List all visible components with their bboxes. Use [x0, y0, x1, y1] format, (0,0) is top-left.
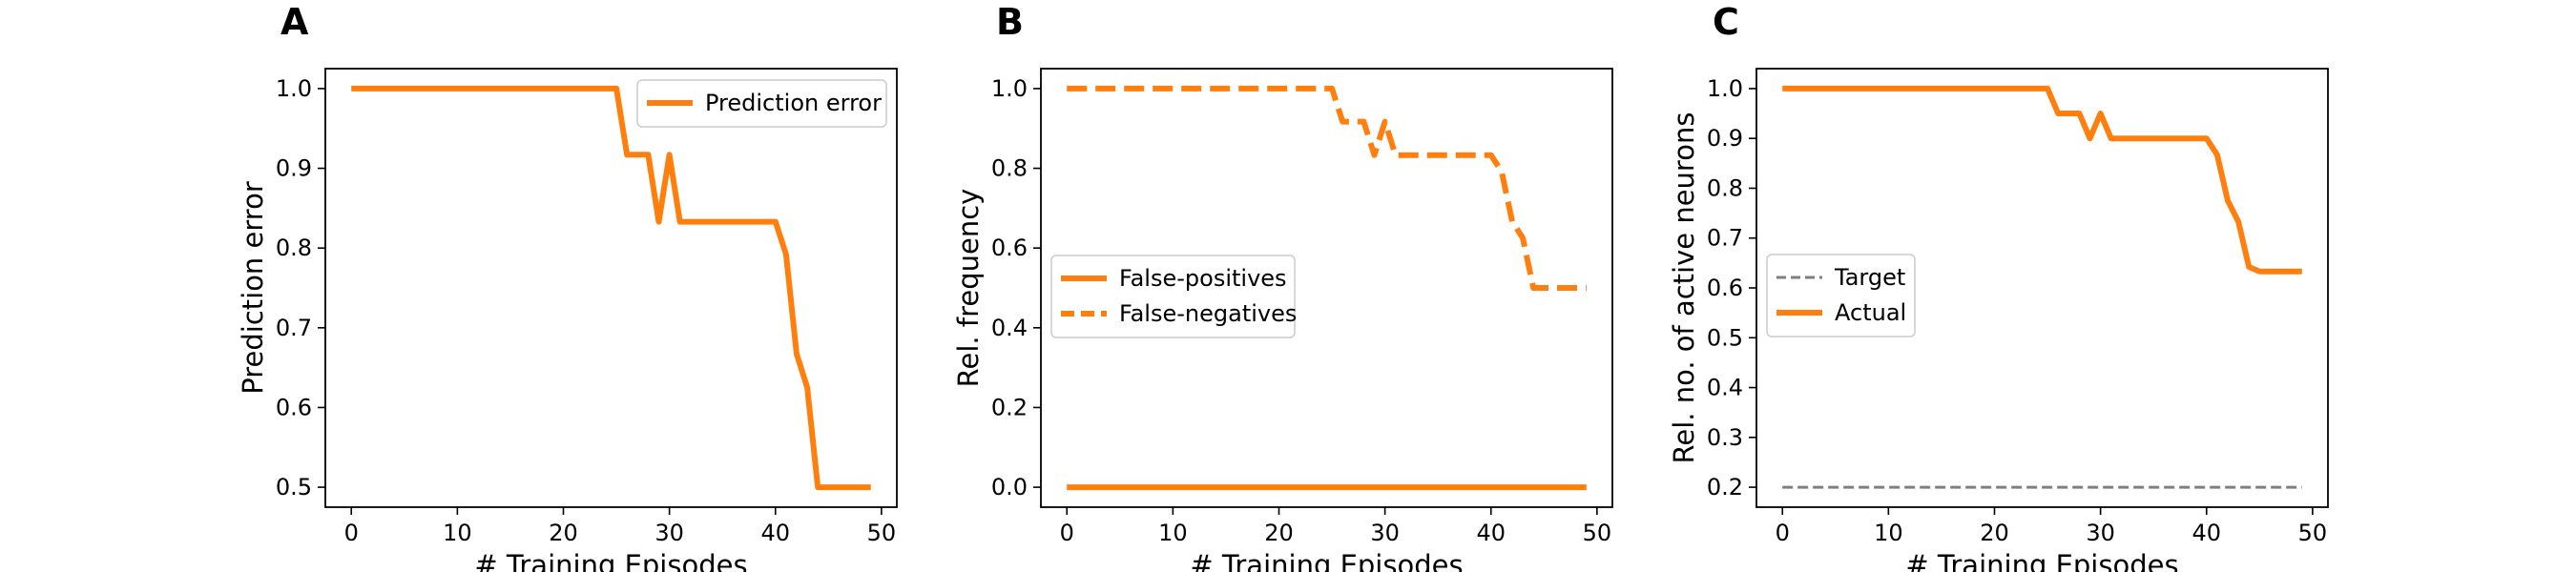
x-axis-label: # Training Episodes [1190, 549, 1463, 572]
x-tick-label: 20 [549, 520, 578, 546]
x-tick-label: 0 [1060, 520, 1074, 546]
legend-label: False-negatives [1119, 300, 1297, 327]
legend-box [1050, 255, 1296, 338]
y-axis-label: Rel. frequency [952, 189, 985, 388]
legend: Target Actual [1766, 254, 1916, 337]
y-tick-label: 1.0 [991, 75, 1028, 102]
x-tick-label: 0 [344, 520, 359, 546]
y-tick-label: 0.4 [1707, 375, 1743, 401]
x-tick-label: 20 [1264, 520, 1294, 546]
y-tick-label: 0.3 [1707, 424, 1743, 451]
x-tick-label: 0 [1776, 520, 1790, 546]
y-tick-label: 0.0 [991, 474, 1028, 500]
plot-c: 0 10 20 30 40 50 0.2 0.3 0.4 0.5 0.6 0.7 0.8 0.9 1.0 # … [1668, 68, 2329, 572]
y-tick-label: 0.7 [1707, 225, 1743, 252]
x-tick-label: 40 [760, 520, 790, 546]
x-tick-label: 50 [2298, 520, 2328, 546]
panel-b: B 0 10 20 30 40 50 0.0 0.2 0.4 0.6 0.8 1.0 # Trainin… [952, 1, 1613, 572]
y-axis-label: Rel. no. of active neurons [1668, 112, 1700, 464]
x-tick-label: 50 [867, 520, 897, 546]
legend-label: Prediction error [705, 90, 882, 116]
legend-label: False-positives [1119, 265, 1287, 292]
x-axis-label: # Training Episodes [1905, 549, 2178, 572]
y-tick-label: 0.5 [1707, 324, 1743, 351]
plot-b: 0 10 20 30 40 50 0.0 0.2 0.4 0.6 0.8 1.0 # Training … [952, 68, 1613, 572]
y-axis-label: Prediction error [237, 181, 269, 395]
legend-label: Actual [1835, 299, 1906, 326]
y-tick-label: 0.9 [1707, 125, 1743, 152]
legend: False-positives False-negatives [1050, 255, 1297, 338]
axes-frame [324, 68, 898, 508]
panel-letter-c: C [1713, 1, 1739, 43]
panel-a: A 0 10 20 30 40 50 0.5 0.6 0.7 0.8 0.9 1.0 # Trainin… [237, 1, 898, 572]
y-tick-label: 0.8 [1707, 174, 1743, 201]
x-axis-label: # Training Episodes [474, 549, 747, 572]
x-tick-label: 30 [654, 520, 684, 546]
y-tick-label: 0.6 [1707, 275, 1743, 301]
legend-box [636, 79, 887, 128]
y-tick-label: 0.2 [1707, 474, 1743, 500]
x-tick-label: 40 [2192, 520, 2221, 546]
panel-letter-b: B [996, 1, 1024, 43]
legend: Prediction error [636, 79, 887, 128]
y-tick-label: 0.2 [991, 394, 1028, 420]
x-tick-label: 30 [2086, 520, 2115, 546]
x-tick-label: 30 [1370, 520, 1400, 546]
panel-letter-a: A [280, 1, 309, 43]
y-tick-label: 0.5 [276, 474, 312, 500]
x-tick-label: 20 [1980, 520, 2009, 546]
plot-a: 0 10 20 30 40 50 0.5 0.6 0.7 0.8 0.9 1.0 # Training … [237, 68, 898, 572]
y-tick-label: 0.6 [276, 394, 312, 420]
x-tick-label: 50 [1583, 520, 1612, 546]
y-tick-label: 0.6 [991, 235, 1028, 261]
x-tick-label: 10 [1158, 520, 1188, 546]
y-tick-label: 0.8 [276, 235, 312, 261]
legend-label: Target [1834, 264, 1905, 291]
axes-frame [1040, 68, 1613, 508]
y-tick-label: 0.8 [991, 155, 1028, 182]
x-tick-label: 10 [443, 520, 472, 546]
series-line-2 [1782, 85, 2302, 275]
y-tick-label: 0.7 [276, 315, 312, 341]
y-tick-label: 1.0 [276, 75, 312, 102]
panel-c: C 0 10 20 30 40 50 0.2 0.3 0.4 0.5 0.6 0.7 0.8 0.9 1.0… [1668, 1, 2329, 572]
legend-box [1766, 254, 1916, 337]
y-tick-label: 0.9 [276, 155, 312, 182]
x-tick-label: 40 [1476, 520, 1506, 546]
series-line-2 [1067, 85, 1587, 291]
y-tick-label: 1.0 [1707, 75, 1743, 102]
series-line-1 [351, 85, 871, 491]
y-tick-label: 0.4 [991, 315, 1028, 341]
x-tick-label: 10 [1874, 520, 1903, 546]
